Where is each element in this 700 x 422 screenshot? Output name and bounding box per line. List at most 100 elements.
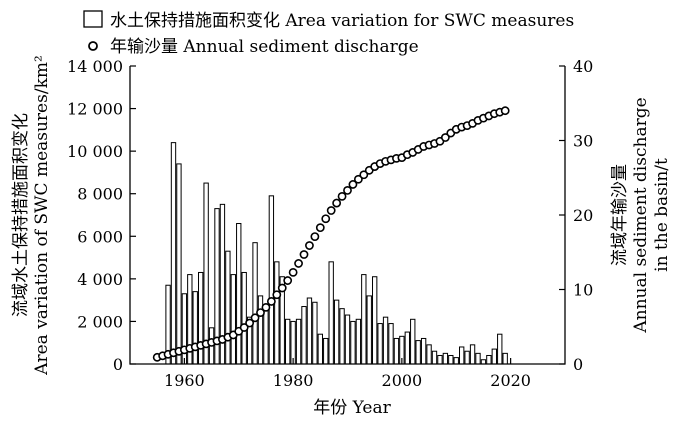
bar-1992 xyxy=(355,318,362,365)
y-axis-left-title: 流域水土保持措施面积变化 Area variation of SWC measu… xyxy=(11,55,52,376)
legend-point-label: 年输沙量 Annual sediment discharge xyxy=(110,37,419,57)
point-1991 xyxy=(348,180,358,189)
point-1986 xyxy=(321,214,331,224)
point-1989 xyxy=(337,191,347,201)
bar-1973 xyxy=(252,242,258,365)
bar-2001 xyxy=(404,331,410,365)
bar-2009 xyxy=(448,354,454,365)
point-1983 xyxy=(305,241,314,250)
y-axis-right-title: 流域年输沙量 Annual sediment discharge in the … xyxy=(610,97,672,333)
bar-1971 xyxy=(241,271,247,365)
bar-2012 xyxy=(464,350,470,365)
point-1984 xyxy=(310,232,320,241)
point-series xyxy=(152,106,510,362)
point-1988 xyxy=(332,198,342,208)
point-1993 xyxy=(359,170,369,180)
bar-2010 xyxy=(453,357,459,365)
y-left-tick-label: 4 000 xyxy=(77,270,123,289)
y-right-tick-label: 40 xyxy=(573,57,593,76)
bar-1991 xyxy=(350,320,356,365)
bar-1997 xyxy=(382,316,389,365)
point-2008 xyxy=(440,133,450,142)
bar-1962 xyxy=(192,291,198,365)
bar-2016 xyxy=(486,354,492,365)
point-1971 xyxy=(239,323,249,332)
bar-1977 xyxy=(274,261,280,365)
y-right-tick-label: 30 xyxy=(573,132,593,151)
bar-series xyxy=(165,142,508,365)
bar-1968 xyxy=(225,250,231,365)
x-tick-label: 1980 xyxy=(273,371,314,390)
legend-point-marker xyxy=(88,41,98,51)
point-1977 xyxy=(272,290,282,300)
y-left-tick-label: 12 000 xyxy=(67,100,123,119)
point-1979 xyxy=(283,276,293,285)
bar-1993 xyxy=(361,274,367,365)
bar-1979 xyxy=(285,318,291,365)
bar-1995 xyxy=(372,276,378,365)
bar-2002 xyxy=(410,318,416,365)
bar-2005 xyxy=(426,344,432,365)
bar-1981 xyxy=(295,318,302,365)
point-1982 xyxy=(299,250,309,259)
bar-1980 xyxy=(290,320,296,365)
bar-2014 xyxy=(475,352,481,365)
y-axis-right-title-cn: 流域年输沙量 xyxy=(610,164,630,266)
bar-1983 xyxy=(306,297,313,365)
point-1985 xyxy=(315,223,325,233)
bar-1982 xyxy=(301,306,307,365)
y-left-tick-label: 6 000 xyxy=(77,227,123,246)
x-tick-label: 2000 xyxy=(382,371,423,390)
bar-2006 xyxy=(431,350,438,365)
y-left-tick-label: 2 000 xyxy=(77,312,123,331)
y-axis-right-title-en2: in the basin/t xyxy=(652,158,672,272)
y-right-tick-label: 0 xyxy=(573,355,583,374)
bar-1996 xyxy=(377,323,383,365)
bar-2011 xyxy=(459,346,465,365)
legend-bar-label: 水土保持措施面积变化 Area variation for SWC measur… xyxy=(110,11,574,31)
y-axis-left-title-en: Area variation of SWC measures/km² xyxy=(32,55,52,376)
bar-2019 xyxy=(502,352,508,365)
point-1987 xyxy=(326,206,336,215)
bar-2013 xyxy=(469,344,476,365)
bar-1984 xyxy=(312,301,318,365)
bar-1963 xyxy=(198,271,204,365)
point-1981 xyxy=(294,259,303,268)
point-1992 xyxy=(353,174,363,184)
y-right-tick-label: 20 xyxy=(573,206,593,225)
bar-1989 xyxy=(339,308,345,365)
bar-1975 xyxy=(263,308,269,365)
bar-1958 xyxy=(170,142,177,365)
x-axis: 1960 1980 2000 2020 xyxy=(164,358,531,390)
bar-1970 xyxy=(236,223,242,365)
point-1980 xyxy=(288,267,298,277)
bar-1999 xyxy=(393,337,400,365)
bar-2004 xyxy=(420,337,427,365)
point-1990 xyxy=(343,186,352,195)
legend-bar-swatch xyxy=(83,10,103,28)
y-left-tick-label: 0 xyxy=(113,355,123,374)
x-tick-label: 2020 xyxy=(490,371,531,390)
bar-1987 xyxy=(328,261,334,365)
bar-2003 xyxy=(415,340,421,365)
bar-1964 xyxy=(203,182,209,365)
point-1972 xyxy=(245,318,255,328)
bar-1976 xyxy=(268,195,275,365)
bar-1988 xyxy=(333,299,340,365)
bar-2018 xyxy=(497,333,503,365)
y-axis-right: 0 10 20 30 40 xyxy=(559,57,593,374)
y-axis-left: 0 2 000 4 000 6 000 8 000 10 000 12 000 14 000 xyxy=(67,57,136,374)
y-left-tick-label: 10 000 xyxy=(67,142,123,161)
point-2019 xyxy=(500,106,510,116)
bar-1998 xyxy=(388,323,394,365)
bar-1994 xyxy=(366,295,372,365)
bar-2007 xyxy=(437,354,443,365)
point-1973 xyxy=(250,313,260,323)
x-tick-label: 1960 xyxy=(164,371,205,390)
bar-1985 xyxy=(317,333,323,365)
legend: 水土保持措施面积变化 Area variation for SWC measur… xyxy=(83,10,574,57)
y-left-tick-label: 8 000 xyxy=(77,185,123,204)
bar-2017 xyxy=(491,348,497,365)
bar-1986 xyxy=(323,337,329,365)
